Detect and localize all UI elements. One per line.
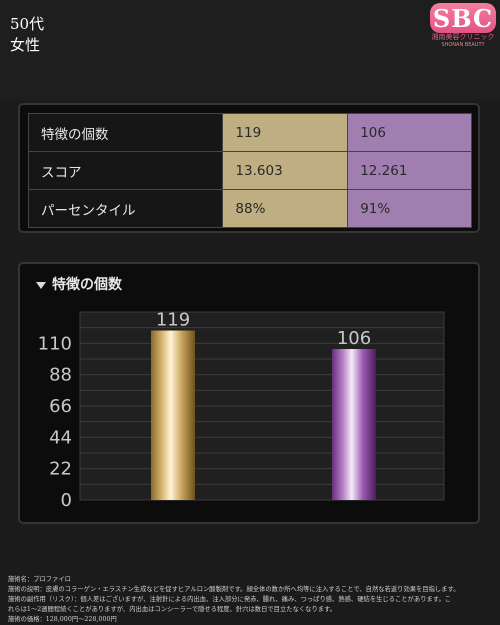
table-row: 特徴の個数 119 106 [27,113,472,152]
y-tick-label: 66 [49,396,72,417]
logo-tagline: SHONAN BEAUTY [441,42,485,48]
logo-badge [430,3,496,33]
table-row: パーセンタイル 88% 91% [27,189,472,228]
value-person-2: 106 [347,113,472,152]
collapse-triangle-icon[interactable] [36,281,46,289]
footnote-line: れらは1～2週間程続くことがありますが、内出血はコンシーラーで隠せる程度、針穴は… [8,606,337,613]
chart-header[interactable]: 特徴の個数 [36,274,122,294]
chart-panel: 特徴の個数 0 22 44 66 88 110 119 106 [18,262,480,524]
footnote-line: 施術名：プロファイロ [8,576,71,583]
bar-data-label: 106 [337,328,371,349]
bar-data-label: 119 [156,310,190,331]
treatment-footnote: 施術名：プロファイロ 施術の説明：皮膚のコラーゲン・エラスチン生成などを促すヒア… [8,575,496,625]
bar [151,330,195,500]
y-tick-label: 0 [61,490,72,511]
row-label: スコア [27,151,224,190]
value-person-1: 88% [222,189,349,228]
logo-clinic-name: 湘南美容クリニック [431,33,495,41]
bar [332,349,376,500]
y-tick-label: 88 [49,365,72,386]
value-person-2: 12.261 [347,151,472,190]
value-person-1: 119 [222,113,349,152]
age-group: 50代 [10,15,45,33]
row-label: 特徴の個数 [27,113,224,152]
y-tick-label: 44 [49,427,72,448]
footnote-line: 施術の価格：128,000円～228,000円 [8,616,117,623]
stats-panel: 特徴の個数 119 106 スコア 13.603 12.261 パーセンタイル … [18,103,480,233]
value-person-1: 13.603 [222,151,349,190]
table-row: スコア 13.603 12.261 [27,151,472,190]
row-label: パーセンタイル [27,189,224,228]
logo-letters: SBC [432,4,494,33]
demographic-label: 50代 女性 [10,14,44,56]
header-bar: 50代 女性 SBC 湘南美容クリニック SHONAN BEAUTY [0,0,500,100]
footnote-line: 施術の説明：皮膚のコラーゲン・エラスチン生成などを促すヒアルロン酸製剤です。顔全… [8,586,460,593]
value-person-2: 91% [347,189,472,228]
chart-title: 特徴の個数 [52,277,122,293]
footnote-line: 施術の副作用（リスク）：個人差はございますが、注射針による内出血、注入部分に発赤… [8,596,452,603]
y-tick-label: 110 [38,333,72,354]
bar-chart: 0 22 44 66 88 110 119 106 [38,310,445,511]
stats-table: 特徴の個数 119 106 スコア 13.603 12.261 パーセンタイル … [27,113,472,228]
gender: 女性 [10,36,41,54]
y-tick-label: 22 [49,459,72,480]
sbc-logo: SBC 湘南美容クリニック SHONAN BEAUTY [430,3,496,51]
